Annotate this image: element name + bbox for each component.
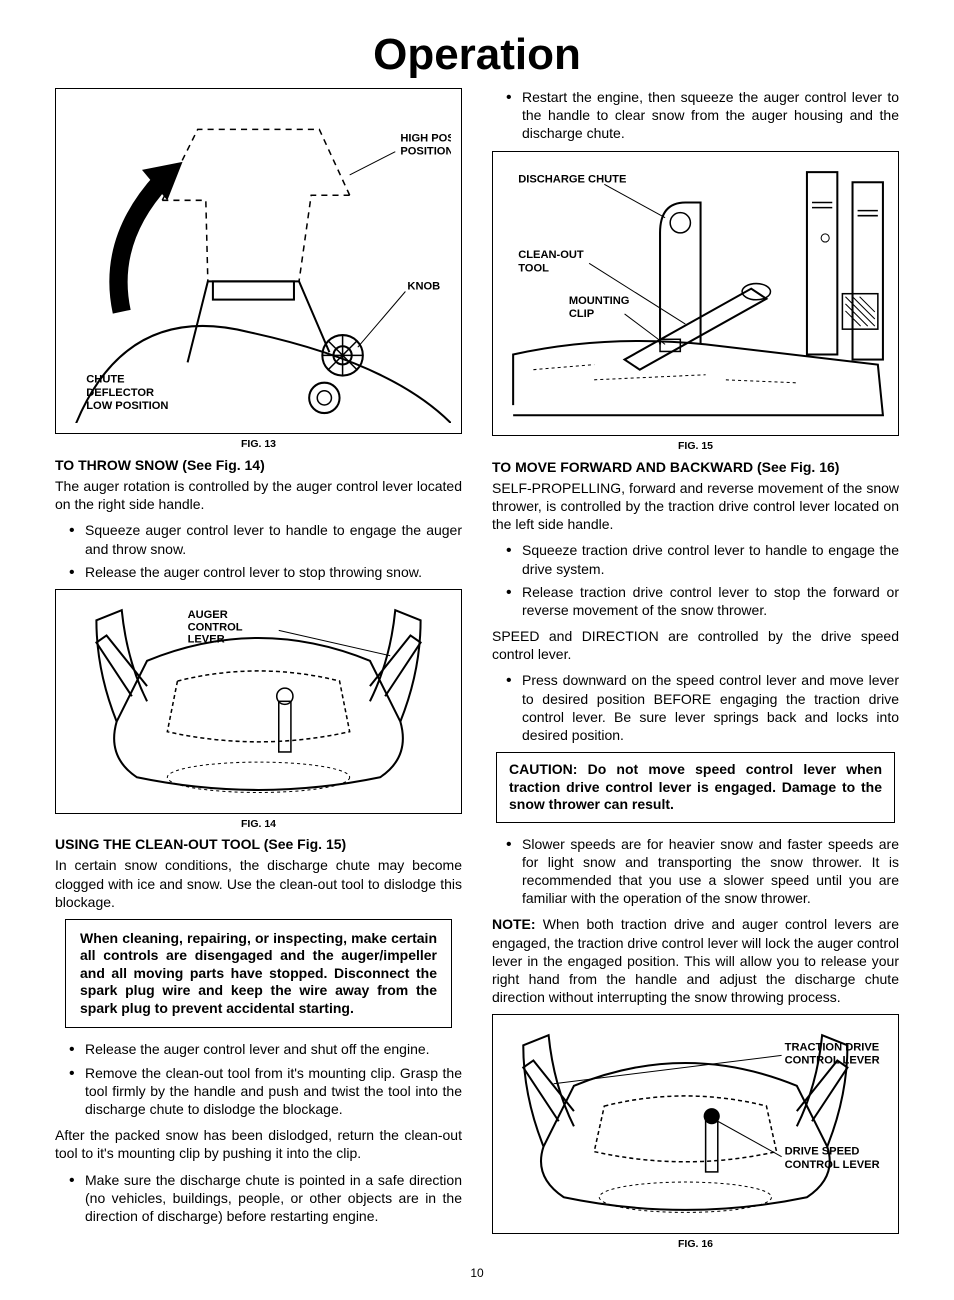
clean-b1: Release the auger control lever and shut…	[55, 1040, 462, 1058]
clean-p2: After the packed snow has been dislodged…	[55, 1126, 462, 1162]
speed-b2: Slower speeds are for heavier snow and f…	[492, 835, 899, 908]
right-top-b1: Restart the engine, then squeeze the aug…	[492, 88, 899, 143]
svg-text:TRACTION DRIVE: TRACTION DRIVE	[785, 1042, 880, 1054]
note-label: NOTE:	[492, 916, 536, 932]
right-column: Restart the engine, then squeeze the aug…	[492, 88, 899, 1256]
throw-b2: Release the auger control lever to stop …	[55, 563, 462, 581]
svg-text:CLEAN-OUT: CLEAN-OUT	[518, 249, 584, 261]
throw-b1: Squeeze auger control lever to handle to…	[55, 521, 462, 557]
fig13-svg: HIGH POSITION POSITION KNOB CHUTE DEFLEC…	[66, 99, 451, 423]
fig13-caption: FIG. 13	[55, 438, 462, 452]
speed-b1: Press downward on the speed control leve…	[492, 671, 899, 744]
fig16-svg: TRACTION DRIVE CONTROL LEVER DRIVE SPEED…	[503, 1025, 888, 1223]
fig14-svg: AUGER CONTROL LEVER	[66, 600, 451, 803]
svg-text:DEFLECTOR: DEFLECTOR	[86, 387, 154, 399]
page-title: Operation	[55, 30, 899, 80]
fig15-caption: FIG. 15	[492, 440, 899, 454]
move-heading: TO MOVE FORWARD AND BACKWARD (See Fig. 1…	[492, 458, 899, 476]
svg-text:MOUNTING: MOUNTING	[569, 294, 630, 306]
throw-snow-heading: TO THROW SNOW (See Fig. 14)	[55, 456, 462, 474]
clean-b2: Remove the clean-out tool from it's moun…	[55, 1064, 462, 1119]
fig15-svg: DISCHARGE CHUTE CLEAN-OUT TOOL MOUNTING …	[503, 162, 888, 425]
svg-text:AUGER: AUGER	[188, 609, 228, 621]
clean-b3: Make sure the discharge chute is pointed…	[55, 1171, 462, 1226]
svg-text:HIGH POSITION: HIGH POSITION	[400, 133, 451, 145]
figure-14: AUGER CONTROL LEVER	[55, 589, 462, 814]
throw-snow-p: The auger rotation is controlled by the …	[55, 477, 462, 513]
columns-layout: HIGH POSITION POSITION KNOB CHUTE DEFLEC…	[55, 88, 899, 1256]
note-paragraph: NOTE: When both traction drive and auger…	[492, 915, 899, 1006]
caution-box: CAUTION: Do not move speed control lever…	[496, 752, 895, 823]
note-text: When both traction drive and auger contr…	[492, 916, 899, 1005]
page-number: 10	[55, 1266, 899, 1280]
warning-box: When cleaning, repairing, or inspecting,…	[65, 919, 452, 1029]
svg-text:LEVER: LEVER	[188, 634, 225, 646]
fig14-caption: FIG. 14	[55, 818, 462, 832]
svg-text:CHUTE: CHUTE	[86, 374, 124, 386]
svg-text:KNOB: KNOB	[407, 280, 440, 292]
move-b1: Squeeze traction drive control lever to …	[492, 541, 899, 577]
left-column: HIGH POSITION POSITION KNOB CHUTE DEFLEC…	[55, 88, 462, 1256]
move-b2: Release traction drive control lever to …	[492, 583, 899, 619]
speed-p: SPEED and DIRECTION are controlled by th…	[492, 627, 899, 663]
figure-16: TRACTION DRIVE CONTROL LEVER DRIVE SPEED…	[492, 1014, 899, 1234]
move-p: SELF-PROPELLING, forward and reverse mov…	[492, 479, 899, 534]
clean-tool-p: In certain snow conditions, the discharg…	[55, 856, 462, 911]
svg-text:LOW POSITION: LOW POSITION	[86, 400, 168, 412]
svg-text:POSITION: POSITION	[400, 146, 451, 158]
clean-tool-heading: USING THE CLEAN-OUT TOOL (See Fig. 15)	[55, 835, 462, 853]
figure-13: HIGH POSITION POSITION KNOB CHUTE DEFLEC…	[55, 88, 462, 434]
fig16-caption: FIG. 16	[492, 1238, 899, 1252]
svg-text:CONTROL LEVER: CONTROL LEVER	[785, 1055, 880, 1067]
figure-15: DISCHARGE CHUTE CLEAN-OUT TOOL MOUNTING …	[492, 151, 899, 436]
svg-text:DRIVE SPEED: DRIVE SPEED	[785, 1146, 860, 1158]
svg-text:TOOL: TOOL	[518, 262, 549, 274]
svg-text:CONTROL: CONTROL	[188, 621, 243, 633]
svg-text:CONTROL LEVER: CONTROL LEVER	[785, 1159, 880, 1171]
svg-text:DISCHARGE CHUTE: DISCHARGE CHUTE	[518, 173, 626, 185]
svg-text:CLIP: CLIP	[569, 308, 595, 320]
